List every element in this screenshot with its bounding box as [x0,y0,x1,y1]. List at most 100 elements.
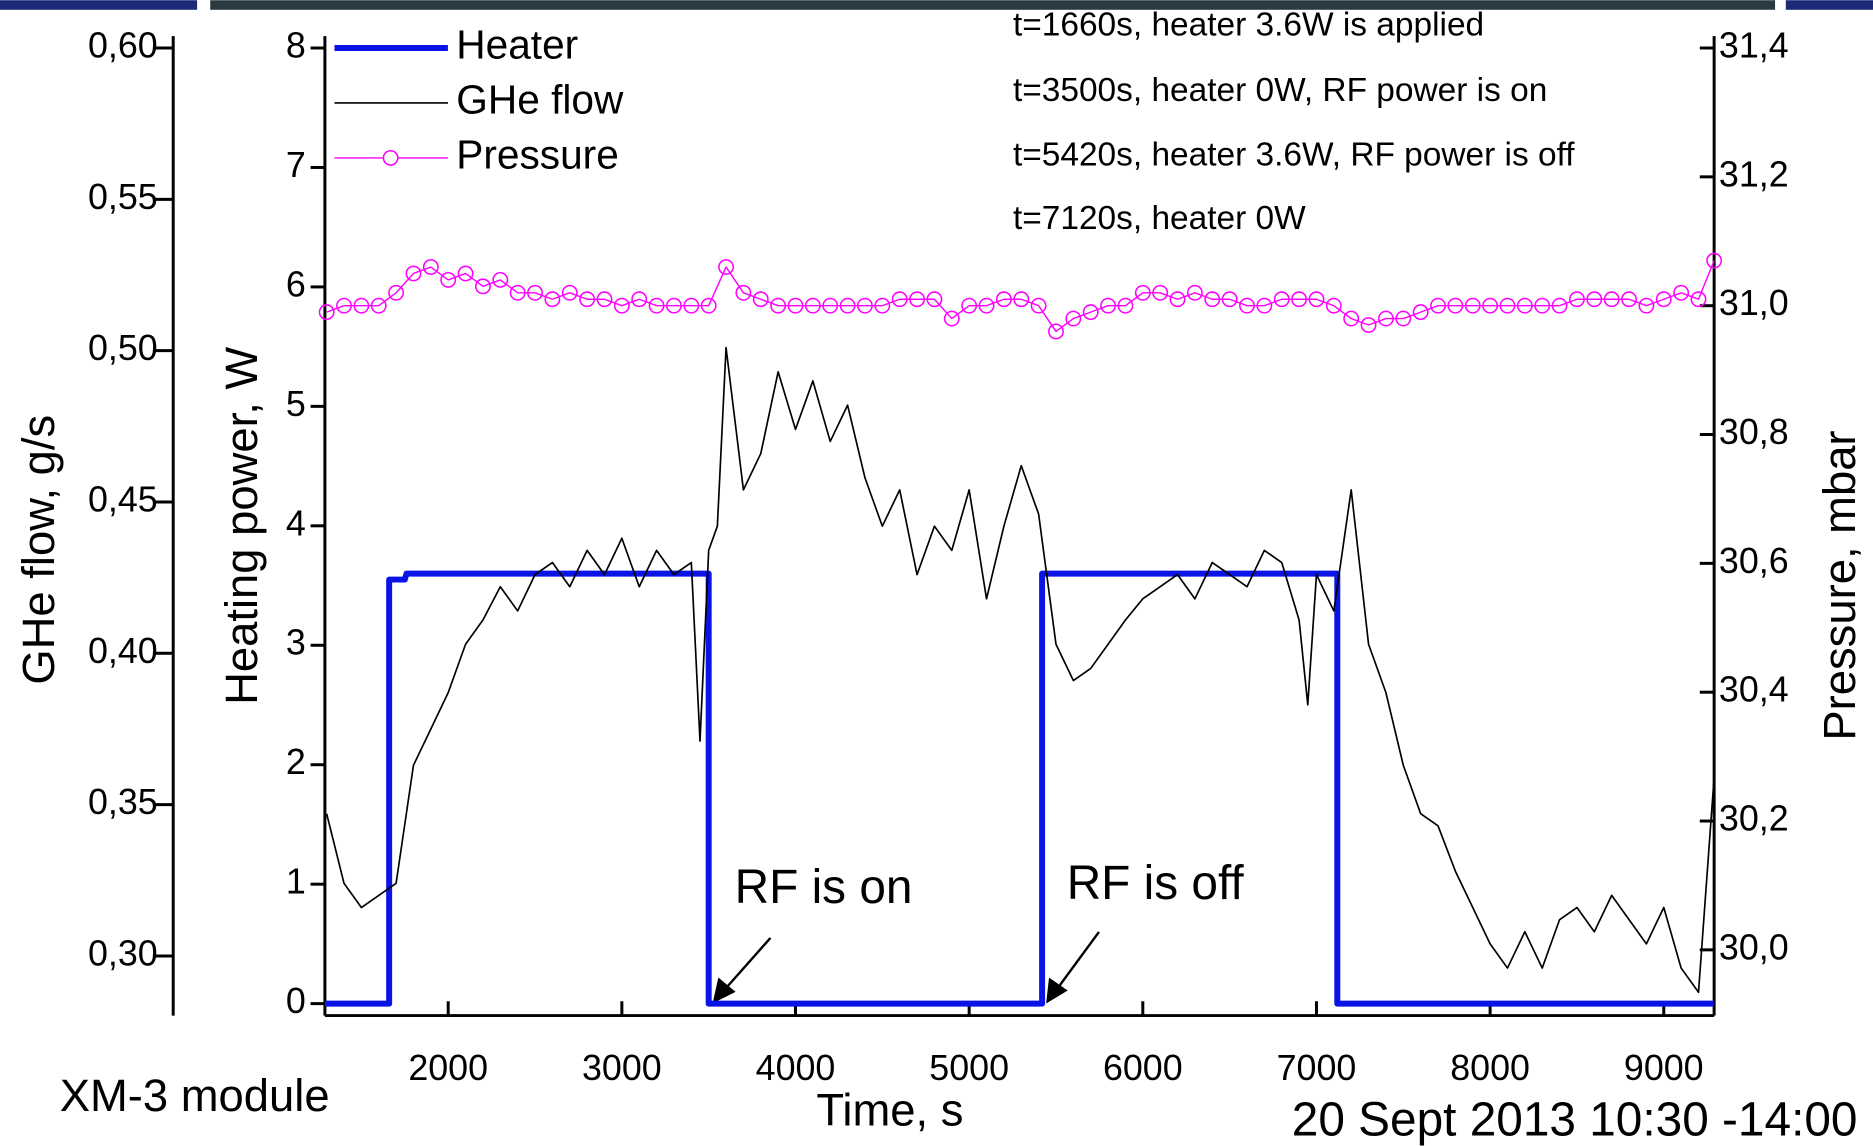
point [1551,297,1568,314]
point [579,291,596,308]
point [1013,291,1030,308]
y2-tick-label: 30,4 [1719,670,1789,710]
y3-axis-label: GHe flow, g/s [13,415,64,685]
point [474,278,491,295]
y2-tick-label: 31,2 [1719,154,1789,194]
point [1048,323,1064,340]
point [1621,291,1637,308]
point [804,297,821,314]
point [1377,310,1394,327]
point [1706,252,1723,269]
point [596,291,613,308]
point [509,284,526,301]
footer-left: XM-3 module [60,1070,330,1121]
point [1186,284,1203,301]
x-tick-label: 4000 [756,1048,836,1088]
x-tick-label: 8000 [1450,1048,1530,1088]
point [822,297,839,314]
y2-axis-label: Pressure, mbar [1814,430,1865,740]
annotation: t=5420s, heater 3.6W, RF power is off [1013,137,1575,174]
annotation: RF is on [735,861,913,914]
y2-tick-label: 30,6 [1719,541,1789,581]
point [1447,297,1464,314]
arrows [712,931,1100,1004]
y3-tick-label: 0,45 [88,479,158,519]
y3-tick-label: 0,50 [88,328,158,368]
point [457,265,474,282]
top-band [0,0,198,10]
point [1603,291,1620,308]
point [1360,317,1377,333]
point [995,291,1012,308]
point [353,297,370,314]
point [1204,291,1221,308]
annotation: RF is off [1067,857,1245,910]
point [752,291,769,308]
point [1395,310,1412,327]
y2-tick-label: 31,0 [1719,283,1789,323]
point [422,259,439,275]
y3-tick-label: 0,55 [88,177,158,217]
point [1082,304,1099,321]
point [1152,284,1169,301]
y3-tick-label: 0,35 [88,782,158,822]
point [1291,291,1308,308]
point [388,284,405,301]
point [1499,297,1516,314]
y-tick-label: 0 [286,981,306,1021]
point [1221,291,1238,308]
top-band [1785,0,1873,10]
point [787,297,804,314]
point [1586,291,1603,308]
point [631,291,648,308]
y-tick-label: 6 [286,264,306,304]
y-tick-label: 1 [286,862,306,902]
arrow [1054,931,1100,992]
point [700,297,717,314]
point [961,297,978,314]
point [370,297,387,314]
y2-tick-label: 30,0 [1719,927,1789,967]
point [1655,291,1672,308]
y-tick-label: 3 [286,623,306,663]
x-tick-label: 6000 [1103,1048,1183,1088]
point [1325,297,1342,314]
x-tick-label: 9000 [1624,1048,1704,1088]
point [770,297,787,314]
legend-label: Pressure [456,132,619,178]
point [318,304,335,321]
point [440,271,457,288]
annotation: t=3500s, heater 0W, RF power is on [1013,72,1547,109]
x-axis-label: Time, s [816,1085,963,1136]
y2-tick-label: 31,4 [1719,25,1789,65]
y3-tick-label: 0,40 [88,631,158,671]
point [1534,297,1551,314]
x-tick-label: 5000 [929,1048,1009,1088]
point [666,297,682,314]
x-tick-label: 7000 [1277,1048,1357,1088]
point [874,297,891,314]
point [718,259,734,275]
point [1430,297,1446,314]
y-tick-label: 5 [286,384,306,424]
point [492,271,509,288]
legend-marker [382,149,399,166]
point [943,310,960,327]
point [1239,297,1255,314]
point [1464,297,1481,314]
point [1308,291,1325,308]
point [839,297,856,314]
top-band [210,0,1776,10]
y2-tick-label: 30,2 [1719,798,1789,838]
legend-label: GHe flow [456,77,624,123]
point [613,297,630,314]
y-tick-label: 7 [286,145,306,185]
point [527,284,543,301]
point [909,291,926,308]
point [1638,297,1655,314]
series-line [326,260,1715,333]
point [544,291,561,308]
point [1569,291,1585,308]
point [1117,297,1134,314]
